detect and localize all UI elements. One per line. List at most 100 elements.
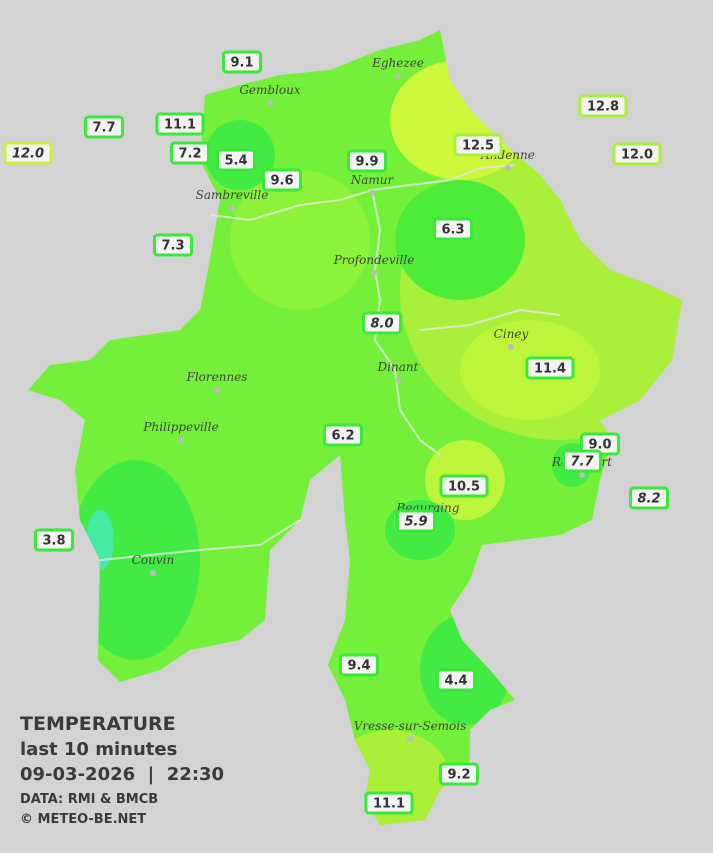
station-box xyxy=(612,142,662,166)
station-box xyxy=(578,94,628,118)
legend-subtitle: last 10 minutes xyxy=(20,739,177,760)
station: 11.1 xyxy=(155,112,205,136)
town-dot xyxy=(505,165,511,171)
town-dot xyxy=(395,377,401,383)
station-box xyxy=(435,668,477,692)
town-dot xyxy=(267,100,273,106)
town-dot xyxy=(150,570,156,576)
station-box xyxy=(322,423,364,447)
station-box xyxy=(152,233,194,257)
town-dot xyxy=(229,205,235,211)
station: 7.7 xyxy=(83,115,125,139)
station-box xyxy=(561,449,603,473)
town-dot xyxy=(508,344,514,350)
station-value: 9.0 xyxy=(588,438,611,453)
station-value: 6.3 xyxy=(441,223,464,238)
town-dot xyxy=(579,472,585,478)
town-name: Sambreville xyxy=(196,188,269,202)
station-box xyxy=(169,141,211,165)
town-name: Ciney xyxy=(494,327,529,341)
town-dot xyxy=(407,736,413,742)
station: 6.2 xyxy=(322,423,364,447)
station: 4.4 xyxy=(435,668,477,692)
station-box xyxy=(3,141,53,165)
station: 11.4 xyxy=(525,356,575,380)
station: 9.4 xyxy=(338,653,380,677)
legend-source: DATA: RMI & BMCB xyxy=(20,792,158,807)
station-box xyxy=(395,509,437,533)
station-value: 12.8 xyxy=(587,100,619,115)
station-value: 8.2 xyxy=(637,492,660,507)
station-box xyxy=(432,217,474,241)
station-value: 4.4 xyxy=(444,674,467,689)
station-value: 10.5 xyxy=(448,480,480,495)
station-value: 9.9 xyxy=(355,155,378,170)
station-value: 12.0 xyxy=(12,147,44,162)
station: 11.1 xyxy=(364,791,414,815)
station-value: 8.0 xyxy=(370,317,393,332)
station: 12.5 xyxy=(453,133,503,157)
station-box xyxy=(361,311,403,335)
station-box xyxy=(221,50,263,74)
station: 6.3 xyxy=(432,217,474,241)
town-name: Vresse-sur-Semois xyxy=(354,719,467,733)
station: 5.4 xyxy=(215,148,257,172)
station-box xyxy=(453,133,503,157)
station: 9.2 xyxy=(438,762,480,786)
station: 7.3 xyxy=(152,233,194,257)
station-value: 12.5 xyxy=(462,139,494,154)
station-value: 9.2 xyxy=(447,768,470,783)
station-box xyxy=(261,168,303,192)
station-value: 5.9 xyxy=(404,515,427,530)
station-value: 9.1 xyxy=(230,56,253,71)
town-name: Couvin xyxy=(132,553,174,567)
stations: 9.1 7.7 11.1 12.0 7.2 5.4 9.9 9.6 12.5 12.8 12.0 7.… xyxy=(3,50,670,815)
station: 12.0 xyxy=(612,142,662,166)
town-name: Dinant xyxy=(377,360,419,374)
station-value: 7.7 xyxy=(92,121,115,136)
legend: TEMPERATURE last 10 minutes 09-03-2026 |… xyxy=(20,713,224,827)
legend-title: TEMPERATURE xyxy=(20,713,176,735)
legend-copyright: © METEO-BE.NET xyxy=(20,812,146,827)
town-name: Florennes xyxy=(186,370,248,384)
towns: EghezeeGemblouxAndenneNamurSambrevillePr… xyxy=(132,56,612,742)
town-dot xyxy=(369,190,375,196)
town-dot xyxy=(395,73,401,79)
station: 8.2 xyxy=(628,486,670,510)
town-name: Profondeville xyxy=(333,253,415,267)
station-box xyxy=(525,356,575,380)
station-value: 6.2 xyxy=(331,429,354,444)
station-value: 7.2 xyxy=(178,147,201,162)
town-name: Namur xyxy=(350,173,395,187)
station-value: 9.4 xyxy=(347,659,370,674)
legend-datetime: 09-03-2026 | 22:30 xyxy=(20,764,224,785)
station-value: 3.8 xyxy=(42,534,65,549)
station-box xyxy=(364,791,414,815)
station-box xyxy=(33,528,75,552)
station-box xyxy=(439,474,489,498)
station-box xyxy=(346,149,388,173)
station-value: 5.4 xyxy=(224,154,247,169)
station: 10.5 xyxy=(439,474,489,498)
station-value: 7.7 xyxy=(570,455,594,470)
station-box xyxy=(628,486,670,510)
station: 9.6 xyxy=(261,168,303,192)
station-box xyxy=(155,112,205,136)
station-value: 9.6 xyxy=(270,174,293,189)
town-dot xyxy=(178,437,184,443)
town-name: Philippeville xyxy=(142,420,218,434)
station-value: 11.4 xyxy=(534,362,566,377)
town-dot xyxy=(214,387,220,393)
station-value: 7.3 xyxy=(161,239,184,254)
station: 9.9 xyxy=(346,149,388,173)
town-name: Gembloux xyxy=(239,83,301,97)
station: 12.0 xyxy=(3,141,53,165)
station: 12.8 xyxy=(578,94,628,118)
station-value: 12.0 xyxy=(621,148,653,163)
station-value: 11.1 xyxy=(373,797,405,812)
station-value: 11.1 xyxy=(164,118,196,133)
station-box xyxy=(438,762,480,786)
station-box xyxy=(338,653,380,677)
station: 7.2 xyxy=(169,141,211,165)
